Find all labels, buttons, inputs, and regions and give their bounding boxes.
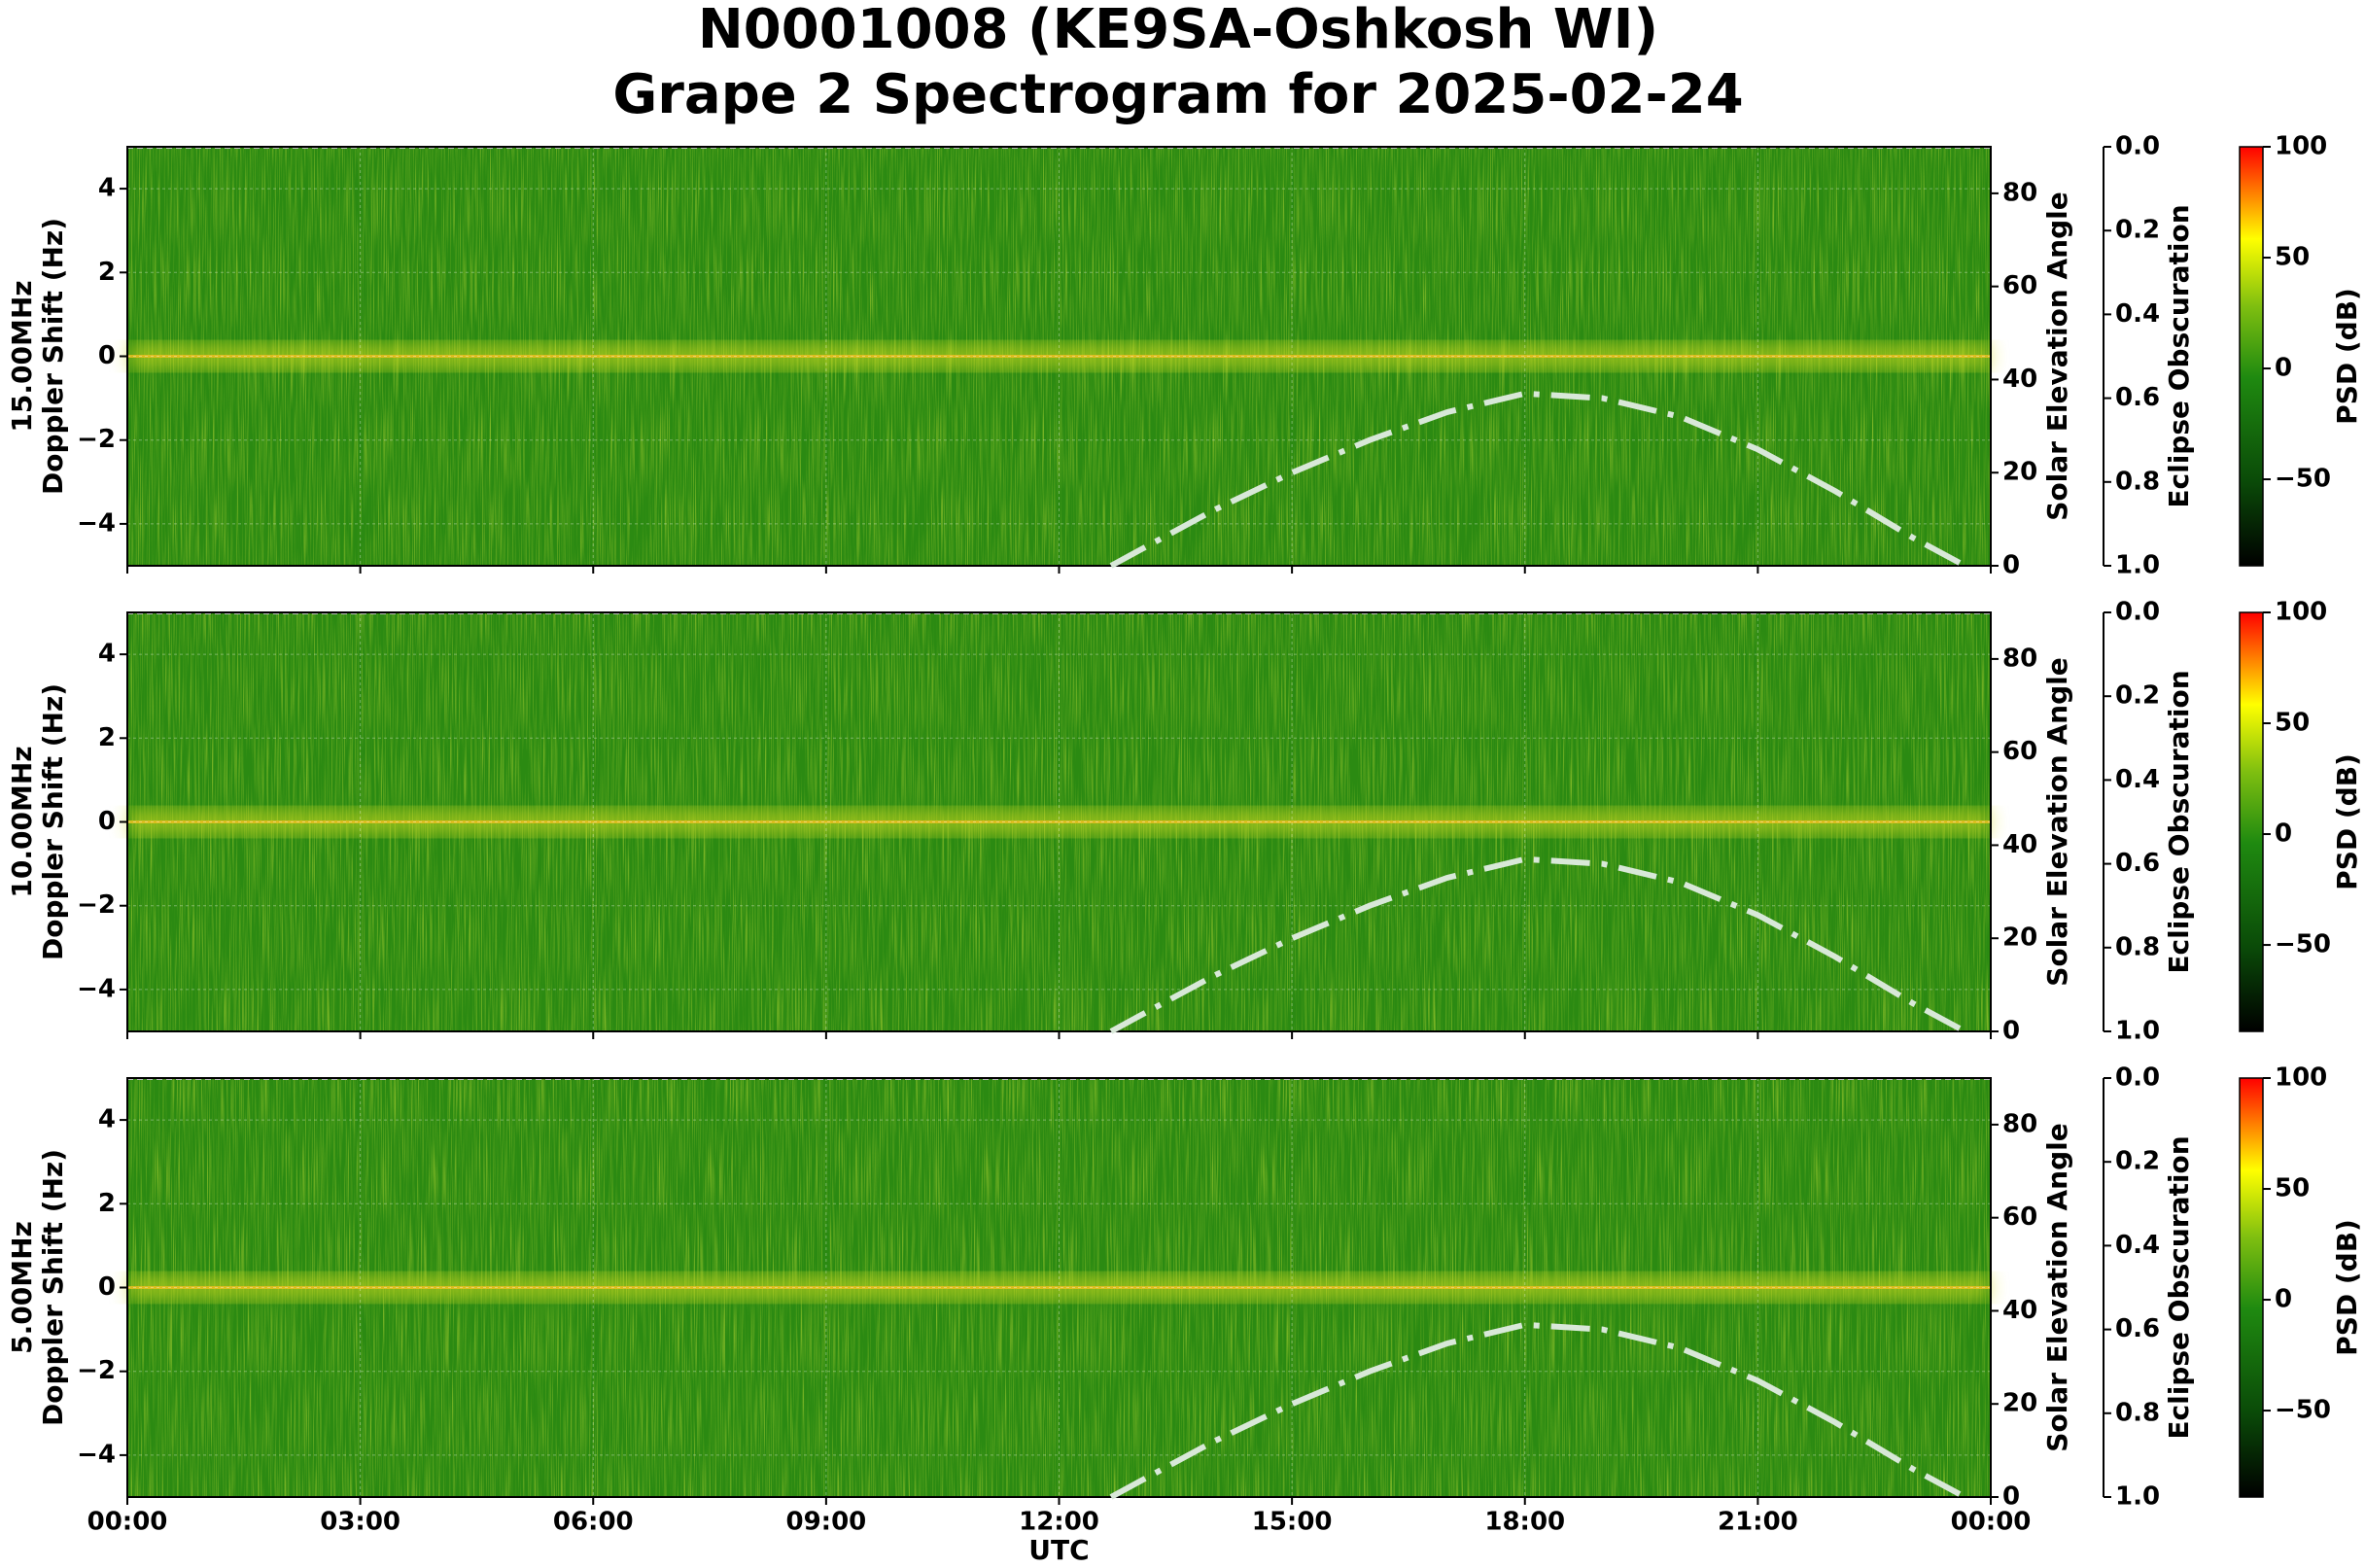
y3-label: Eclipse Obscuration [2163, 1135, 2195, 1439]
solar-elevation-line [1109, 1321, 1967, 1500]
x-tick-label: 03:00 [320, 1508, 400, 1537]
y2-tick-label: 20 [2002, 923, 2037, 953]
y2-tick-label: 80 [2002, 1109, 2037, 1138]
y2-tick-label: 20 [2002, 458, 2037, 487]
colorbar-tick-label: 0 [2275, 819, 2292, 849]
y-label: 10.00MHz [6, 746, 38, 897]
y2-tick-label: 0 [2002, 551, 2020, 580]
solar-elevation-line [1109, 855, 1967, 1034]
colorbar-label: PSD (dB) [2331, 1219, 2363, 1356]
y3-tick-label: 0.0 [2115, 132, 2160, 161]
y-tick-label: 2 [98, 1189, 116, 1218]
plot-frame [126, 146, 1992, 567]
plot-frame [126, 1077, 1992, 1498]
y2-tick-label: 0 [2002, 1482, 2020, 1512]
colorbar [2239, 611, 2264, 1032]
y3-label: Eclipse Obscuration [2163, 670, 2195, 973]
y2-tick-label: 40 [2002, 365, 2037, 394]
y-tick-label: −4 [77, 974, 116, 1003]
y-tick-label: 4 [98, 1105, 116, 1134]
y-tick-label: 0 [98, 807, 116, 836]
colorbar-tick-label: 100 [2275, 598, 2327, 627]
colorbar-tick-label: 50 [2275, 1174, 2310, 1203]
y3-label: Eclipse Obscuration [2163, 204, 2195, 507]
y3-tick-label: 0.8 [2115, 1398, 2160, 1427]
y2-tick-label: 0 [2002, 1017, 2020, 1046]
colorbar-label: PSD (dB) [2331, 288, 2363, 425]
y2-tick-label: 80 [2002, 644, 2037, 673]
y3-tick-label: 0.0 [2115, 598, 2160, 627]
y2-label: Solar Elevation Angle [2041, 1123, 2073, 1451]
y2-tick-label: 20 [2002, 1389, 2037, 1418]
y3-tick-label: 0.4 [2115, 765, 2160, 794]
x-tick-label: 18:00 [1484, 1508, 1565, 1537]
y-label: Doppler Shift (Hz) [37, 1149, 69, 1426]
colorbar-tick-label: 50 [2275, 243, 2310, 272]
y-label: 15.00MHz [6, 280, 38, 432]
x-tick-label: 06:00 [553, 1508, 634, 1537]
x-tick-label: 00:00 [1951, 1508, 2032, 1537]
y2-tick-label: 40 [2002, 830, 2037, 859]
colorbar-label: PSD (dB) [2331, 753, 2363, 890]
colorbar-tick-label: −50 [2275, 465, 2331, 494]
colorbar-tick-label: 50 [2275, 709, 2310, 738]
colorbar [2239, 1077, 2264, 1498]
plot-frame [126, 611, 1992, 1032]
y-tick-label: −4 [77, 508, 116, 538]
y-tick-label: −2 [77, 890, 116, 920]
colorbar [2239, 146, 2264, 567]
colorbar-tick-label: 0 [2275, 354, 2292, 383]
y-label: 5.00MHz [6, 1221, 38, 1354]
y-tick-label: −2 [77, 1356, 116, 1385]
x-label: UTC [1028, 1534, 1089, 1566]
y-tick-label: 0 [98, 1272, 116, 1302]
y3-tick-label: 1.0 [2115, 1017, 2160, 1046]
y2-label: Solar Elevation Angle [2041, 657, 2073, 986]
y-tick-label: 4 [98, 640, 116, 669]
y3-tick-label: 1.0 [2115, 551, 2160, 580]
y-tick-label: −4 [77, 1440, 116, 1469]
y2-tick-label: 60 [2002, 1202, 2037, 1232]
x-tick-label: 09:00 [785, 1508, 866, 1537]
colorbar-tick-label: −50 [2275, 930, 2331, 959]
y3-tick-label: 0.4 [2115, 1231, 2160, 1260]
y3-tick-label: 0.0 [2115, 1063, 2160, 1093]
title-line: Grape 2 Spectrogram for 2025-02-24 [612, 63, 1743, 126]
y2-tick-label: 40 [2002, 1296, 2037, 1325]
y3-tick-label: 0.4 [2115, 299, 2160, 329]
y2-tick-label: 80 [2002, 178, 2037, 207]
colorbar-tick-label: 100 [2275, 1063, 2327, 1093]
y-tick-label: 0 [98, 341, 116, 370]
y2-tick-label: 60 [2002, 737, 2037, 766]
y3-tick-label: 0.8 [2115, 932, 2160, 961]
y-label: Doppler Shift (Hz) [37, 218, 69, 495]
y3-tick-label: 1.0 [2115, 1482, 2160, 1512]
y-tick-label: 2 [98, 723, 116, 752]
x-tick-label: 00:00 [87, 1508, 168, 1537]
colorbar-tick-label: 0 [2275, 1285, 2292, 1314]
y3-tick-label: 0.6 [2115, 383, 2160, 412]
x-tick-label: 12:00 [1019, 1508, 1099, 1537]
title-line: N0001008 (KE9SA-Oshkosh WI) [698, 0, 1658, 61]
y-label: Doppler Shift (Hz) [37, 683, 69, 960]
y2-tick-label: 60 [2002, 271, 2037, 300]
y3-tick-label: 0.2 [2115, 1147, 2160, 1176]
y3-tick-label: 0.2 [2115, 216, 2160, 245]
solar-elevation-line [1109, 390, 1967, 569]
x-tick-label: 15:00 [1252, 1508, 1333, 1537]
y-tick-label: 4 [98, 174, 116, 203]
colorbar-tick-label: −50 [2275, 1396, 2331, 1425]
y3-tick-label: 0.6 [2115, 849, 2160, 878]
y-tick-label: −2 [77, 425, 116, 454]
y-tick-label: 2 [98, 258, 116, 287]
y2-label: Solar Elevation Angle [2041, 192, 2073, 520]
x-tick-label: 21:00 [1718, 1508, 1798, 1537]
y3-tick-label: 0.2 [2115, 681, 2160, 711]
colorbar-tick-label: 100 [2275, 132, 2327, 161]
y3-tick-label: 0.6 [2115, 1314, 2160, 1343]
y3-tick-label: 0.8 [2115, 467, 2160, 496]
